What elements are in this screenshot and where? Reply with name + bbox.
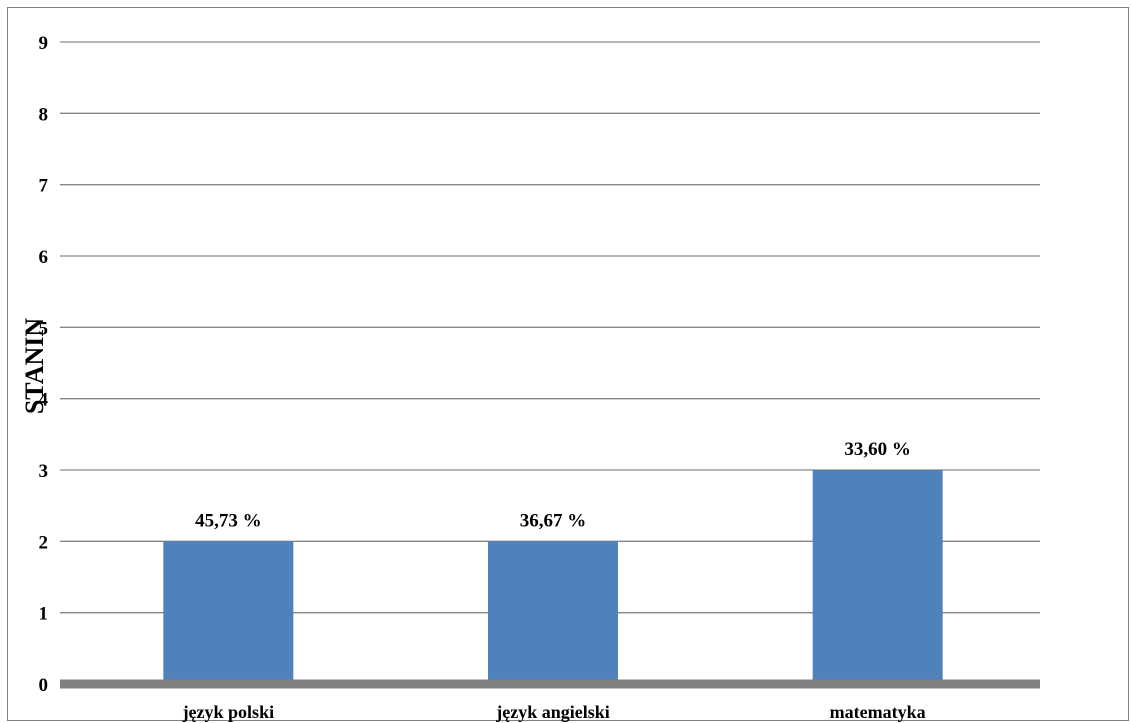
y-tick-label: 8 bbox=[39, 104, 49, 125]
data-label: 36,67 % bbox=[520, 510, 587, 531]
y-tick-label: 2 bbox=[39, 532, 49, 553]
data-label: 45,73 % bbox=[195, 510, 262, 531]
category-label: matematyka bbox=[830, 702, 926, 722]
data-labels: 45,73 % 36,67 % 33,60 % bbox=[195, 439, 911, 531]
y-axis-label: STANIN bbox=[20, 318, 49, 415]
data-label: 33,60 % bbox=[844, 439, 911, 460]
category-label: język angielski bbox=[495, 702, 610, 722]
category-label: język polski bbox=[182, 702, 275, 722]
y-tick-label: 9 bbox=[39, 33, 49, 54]
y-tick-label: 4 bbox=[39, 390, 49, 411]
y-tick-label: 7 bbox=[39, 176, 49, 197]
y-tick-label: 1 bbox=[39, 604, 49, 625]
bars bbox=[163, 470, 943, 684]
category-labels: język polski język angielski matematyka bbox=[182, 702, 926, 722]
y-tick-label: 0 bbox=[39, 675, 49, 696]
bar bbox=[812, 470, 943, 684]
y-tick-label: 6 bbox=[39, 247, 49, 268]
bar bbox=[163, 541, 294, 684]
y-tick-label: 5 bbox=[39, 318, 49, 339]
bar bbox=[488, 541, 618, 684]
y-tick-label: 3 bbox=[39, 461, 49, 482]
y-tick-labels: 0 1 2 3 4 5 6 7 8 9 bbox=[39, 33, 49, 696]
